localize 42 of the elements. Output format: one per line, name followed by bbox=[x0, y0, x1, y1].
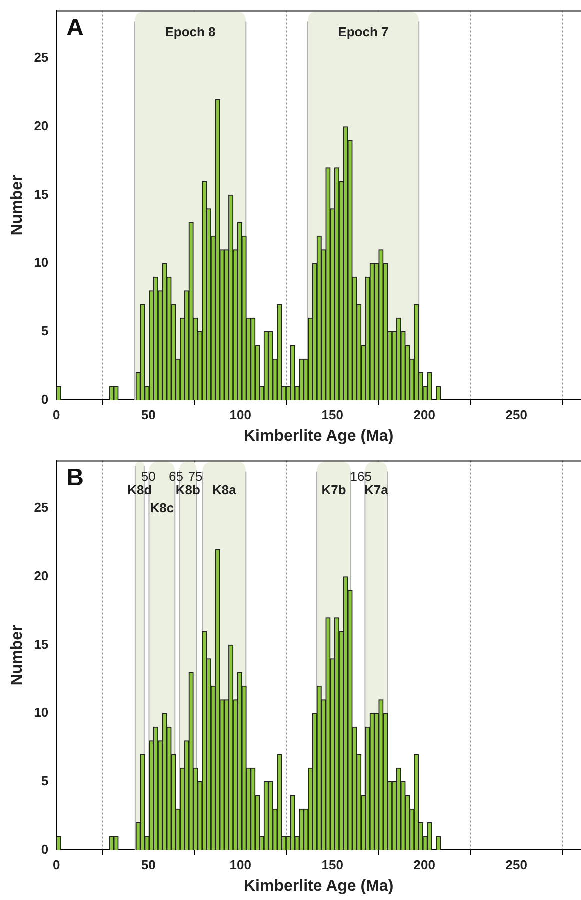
x-tick-label: 100 bbox=[230, 858, 252, 873]
band-label: K8c bbox=[150, 500, 174, 516]
y-tick-label: 20 bbox=[34, 568, 49, 584]
chart-title: A bbox=[66, 14, 84, 42]
x-tick-label: 200 bbox=[414, 858, 436, 873]
band-label: K8d bbox=[128, 482, 152, 498]
annotation: 65 bbox=[169, 468, 184, 484]
y-tick-label: 20 bbox=[34, 118, 49, 134]
y-tick-label: 10 bbox=[34, 705, 49, 720]
x-axis-title: Kimberlite Age (Ma) bbox=[244, 878, 394, 895]
band-label: Epoch 7 bbox=[338, 24, 389, 40]
y-tick-label: 5 bbox=[41, 773, 49, 788]
y-tick-label: 25 bbox=[34, 500, 49, 516]
x-tick-label: 50 bbox=[141, 858, 156, 873]
y-axis-title: Number bbox=[9, 625, 26, 686]
x-axis-title: Kimberlite Age (Ma) bbox=[244, 428, 394, 445]
x-tick-label: 250 bbox=[506, 858, 528, 873]
band-label: K8b bbox=[176, 482, 201, 498]
band-label: K7a bbox=[364, 482, 390, 498]
y-tick-label: 0 bbox=[41, 842, 49, 857]
x-tick-label: 250 bbox=[506, 408, 528, 423]
chart-title: B bbox=[66, 464, 84, 492]
annotation: 165 bbox=[350, 468, 372, 484]
y-tick-label: 15 bbox=[34, 186, 49, 202]
x-tick-label: 150 bbox=[322, 408, 344, 423]
y-tick-label: 0 bbox=[41, 392, 49, 407]
x-tick-label: 100 bbox=[230, 408, 252, 423]
y-tick-label: 15 bbox=[34, 636, 49, 652]
x-tick-label: 200 bbox=[414, 408, 436, 423]
band-label: K8a bbox=[212, 482, 238, 498]
annotation: 75 bbox=[188, 468, 203, 484]
y-tick-label: 10 bbox=[34, 255, 49, 270]
band-label: K7b bbox=[322, 482, 346, 498]
y-tick-label: 5 bbox=[41, 323, 49, 338]
x-tick-label: 50 bbox=[141, 408, 156, 423]
band-label: Epoch 8 bbox=[165, 24, 216, 40]
x-tick-label: 150 bbox=[322, 858, 344, 873]
x-tick-label: 0 bbox=[53, 408, 60, 423]
y-axis-title: Number bbox=[9, 175, 26, 236]
annotation: 50 bbox=[141, 468, 156, 484]
y-tick-label: 25 bbox=[34, 50, 49, 66]
x-tick-label: 0 bbox=[53, 858, 60, 873]
